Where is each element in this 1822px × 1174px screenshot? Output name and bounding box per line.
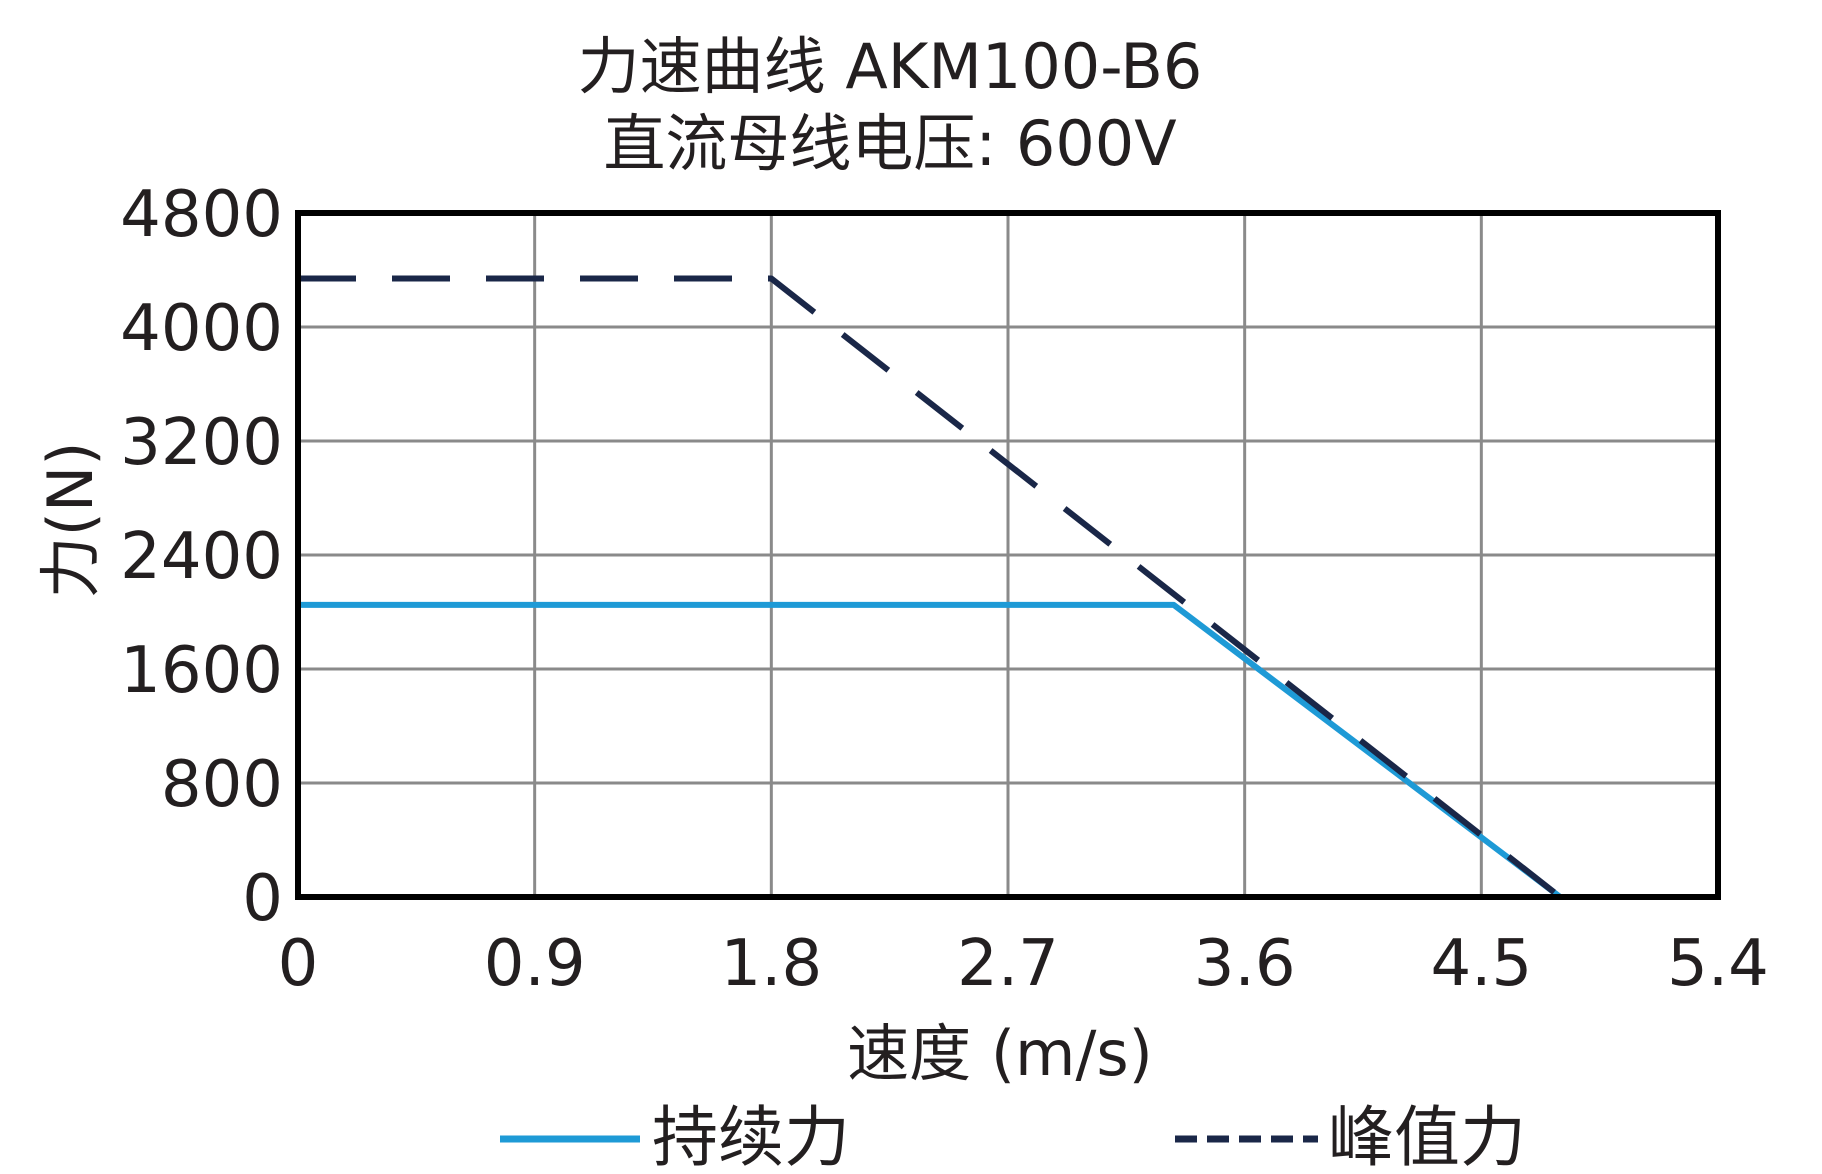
x-tick-label: 2.7 [957, 927, 1059, 1001]
series-layer [298, 275, 1563, 900]
y-tick-label: 800 [161, 748, 283, 822]
series-line-continuous-force [298, 601, 1563, 900]
y-axis-ticks: 0 800 1600 2400 3200 4000 4800 [120, 178, 283, 936]
legend-label-peak: 峰值力 [1328, 1099, 1526, 1174]
y-tick-label: 0 [242, 862, 283, 936]
legend: 持续力 峰值力 [500, 1099, 1526, 1174]
chart-title: 力速曲线 AKM100-B6 [578, 30, 1203, 103]
y-axis-label: 力(N) [34, 442, 107, 599]
plot-frame [295, 210, 1721, 900]
x-tick-label: 5.4 [1667, 927, 1769, 1001]
x-tick-label: 3.6 [1194, 927, 1296, 1001]
x-axis-ticks: 0 0.9 1.8 2.7 3.6 4.5 5.4 [278, 927, 1769, 1001]
y-tick-label: 2400 [120, 520, 283, 594]
y-tick-label: 1600 [120, 634, 283, 708]
y-tick-label: 3200 [120, 406, 283, 480]
x-tick-label: 0 [278, 927, 319, 1001]
legend-label-continuous: 持续力 [652, 1099, 850, 1174]
grid [298, 213, 1718, 897]
x-tick-label: 4.5 [1430, 927, 1532, 1001]
series-line-peak-force [298, 275, 1563, 900]
x-tick-label: 0.9 [484, 927, 586, 1001]
chart-subtitle: 直流母线电压: 600V [603, 107, 1176, 180]
y-tick-label: 4800 [120, 178, 283, 252]
y-tick-label: 4000 [120, 292, 283, 366]
x-axis-label: 速度 (m/s) [847, 1017, 1153, 1090]
x-tick-label: 1.8 [720, 927, 822, 1001]
